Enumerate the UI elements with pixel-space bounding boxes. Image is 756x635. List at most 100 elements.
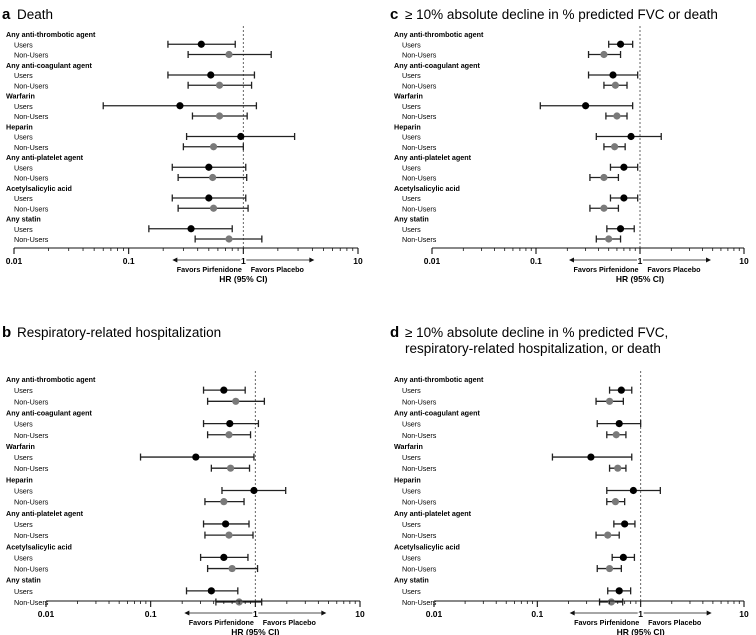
- group-label: Any anti-coagulant agent: [394, 61, 480, 70]
- row-label: Users: [402, 587, 421, 596]
- row-label: Users: [14, 453, 33, 462]
- group-label: Any statin: [394, 215, 429, 224]
- group-label: Any anti-platelet agent: [6, 509, 84, 518]
- row-label: Non-Users: [14, 498, 49, 507]
- row-label: Non-Users: [402, 143, 437, 152]
- hr-marker: [616, 225, 625, 233]
- hr-marker: [176, 102, 184, 110]
- row-label: Users: [402, 102, 421, 111]
- row-label: Users: [402, 133, 421, 142]
- row-label: Non-Users: [402, 51, 437, 60]
- hr-marker: [604, 531, 612, 539]
- row-label: Non-Users: [402, 498, 437, 507]
- hr-marker: [205, 194, 213, 202]
- panel-d: d ≥ 10% absolute decline in % predicted F…: [390, 324, 749, 635]
- hr-marker: [607, 598, 615, 606]
- row-label: Non-Users: [402, 235, 437, 244]
- x-axis-label: HR (95% CI): [617, 627, 665, 635]
- row-label: Non-Users: [402, 81, 437, 90]
- tick-label: 0.1: [531, 609, 543, 619]
- left-arrow-head: [569, 257, 574, 263]
- hr-marker: [222, 520, 230, 528]
- tick-label: 1: [638, 256, 643, 266]
- group-label: Heparin: [6, 122, 33, 131]
- group-label: Any statin: [6, 215, 41, 224]
- hr-marker: [600, 173, 608, 182]
- group-label: Any statin: [6, 576, 41, 585]
- hr-marker: [615, 420, 623, 428]
- hr-marker: [621, 520, 629, 528]
- row-label: Non-Users: [14, 397, 49, 406]
- tick-label: 0.1: [145, 609, 157, 619]
- panel-b: b Respiratory-related hospitalization Any …: [2, 324, 365, 635]
- hr-marker: [225, 235, 233, 243]
- hr-marker: [209, 143, 218, 151]
- panel-c: c ≥ 10% absolute decline in % predicted F…: [390, 6, 749, 284]
- row-label: Non-Users: [14, 565, 49, 574]
- panel-title: respiratory-related hospitalization, or …: [405, 341, 661, 356]
- x-axis-label: HR (95% CI): [616, 274, 664, 284]
- hr-marker: [587, 453, 595, 461]
- row-label: Users: [402, 194, 421, 203]
- row-label: Non-Users: [14, 531, 49, 540]
- group-label: Acetylsalicylic acid: [6, 542, 72, 551]
- group-label: Any anti-thrombotic agent: [6, 30, 96, 39]
- group-label: Warfarin: [6, 442, 35, 451]
- row-label: Non-Users: [14, 174, 49, 183]
- hr-marker: [620, 194, 628, 202]
- row-label: Non-Users: [14, 112, 49, 121]
- row-label: Users: [14, 194, 33, 203]
- group-label: Heparin: [6, 475, 33, 484]
- hr-marker: [207, 587, 215, 595]
- hr-marker: [611, 498, 620, 506]
- direction-left-label: Favors Pirfenidone: [189, 618, 254, 627]
- group-label: Any anti-platelet agent: [394, 509, 472, 518]
- direction-right-label: Favors Placebo: [648, 618, 702, 627]
- left-arrow-head: [184, 610, 190, 616]
- hr-marker: [197, 40, 205, 48]
- left-arrow-head: [172, 257, 178, 263]
- right-arrow-head: [309, 257, 315, 263]
- row-label: Non-Users: [402, 204, 437, 213]
- row-label: Users: [402, 40, 421, 49]
- direction-right-label: Favors Placebo: [263, 618, 317, 627]
- hr-marker: [220, 386, 228, 394]
- row-label: Users: [14, 386, 33, 395]
- row-label: Non-Users: [14, 81, 49, 90]
- direction-left-label: Favors Pirfenidone: [177, 265, 242, 274]
- row-label: Users: [14, 587, 33, 596]
- row-label: Users: [14, 420, 33, 429]
- hr-marker: [228, 564, 236, 573]
- hr-marker: [215, 112, 224, 120]
- row-label: Users: [14, 520, 33, 529]
- panel-letter: b: [2, 324, 11, 341]
- hr-marker: [192, 453, 200, 461]
- group-label: Warfarin: [394, 92, 423, 101]
- row-label: Users: [14, 225, 33, 234]
- hr-marker: [207, 71, 215, 79]
- hr-marker: [609, 71, 617, 79]
- hr-marker: [225, 531, 233, 539]
- hr-marker: [605, 564, 614, 573]
- panel-letter: c: [390, 6, 398, 23]
- row-label: Users: [14, 163, 33, 172]
- tick-label: 10: [739, 609, 749, 619]
- hr-marker: [187, 225, 195, 233]
- row-label: Non-Users: [14, 464, 49, 473]
- row-label: Users: [402, 520, 421, 529]
- row-label: Users: [14, 102, 33, 111]
- tick-label: 10: [739, 256, 749, 266]
- right-arrow-head: [706, 610, 712, 616]
- panel-letter: d: [390, 324, 399, 341]
- row-label: Non-Users: [402, 112, 437, 121]
- direction-right-label: Favors Placebo: [647, 265, 701, 274]
- hr-marker: [620, 163, 628, 171]
- tick-label: 1: [253, 609, 258, 619]
- group-label: Heparin: [394, 122, 421, 131]
- direction-left-label: Favors Pirfenidone: [574, 618, 639, 627]
- group-label: Any anti-coagulant agent: [394, 408, 480, 417]
- panel-title: Death: [17, 7, 53, 22]
- group-label: Warfarin: [394, 442, 423, 451]
